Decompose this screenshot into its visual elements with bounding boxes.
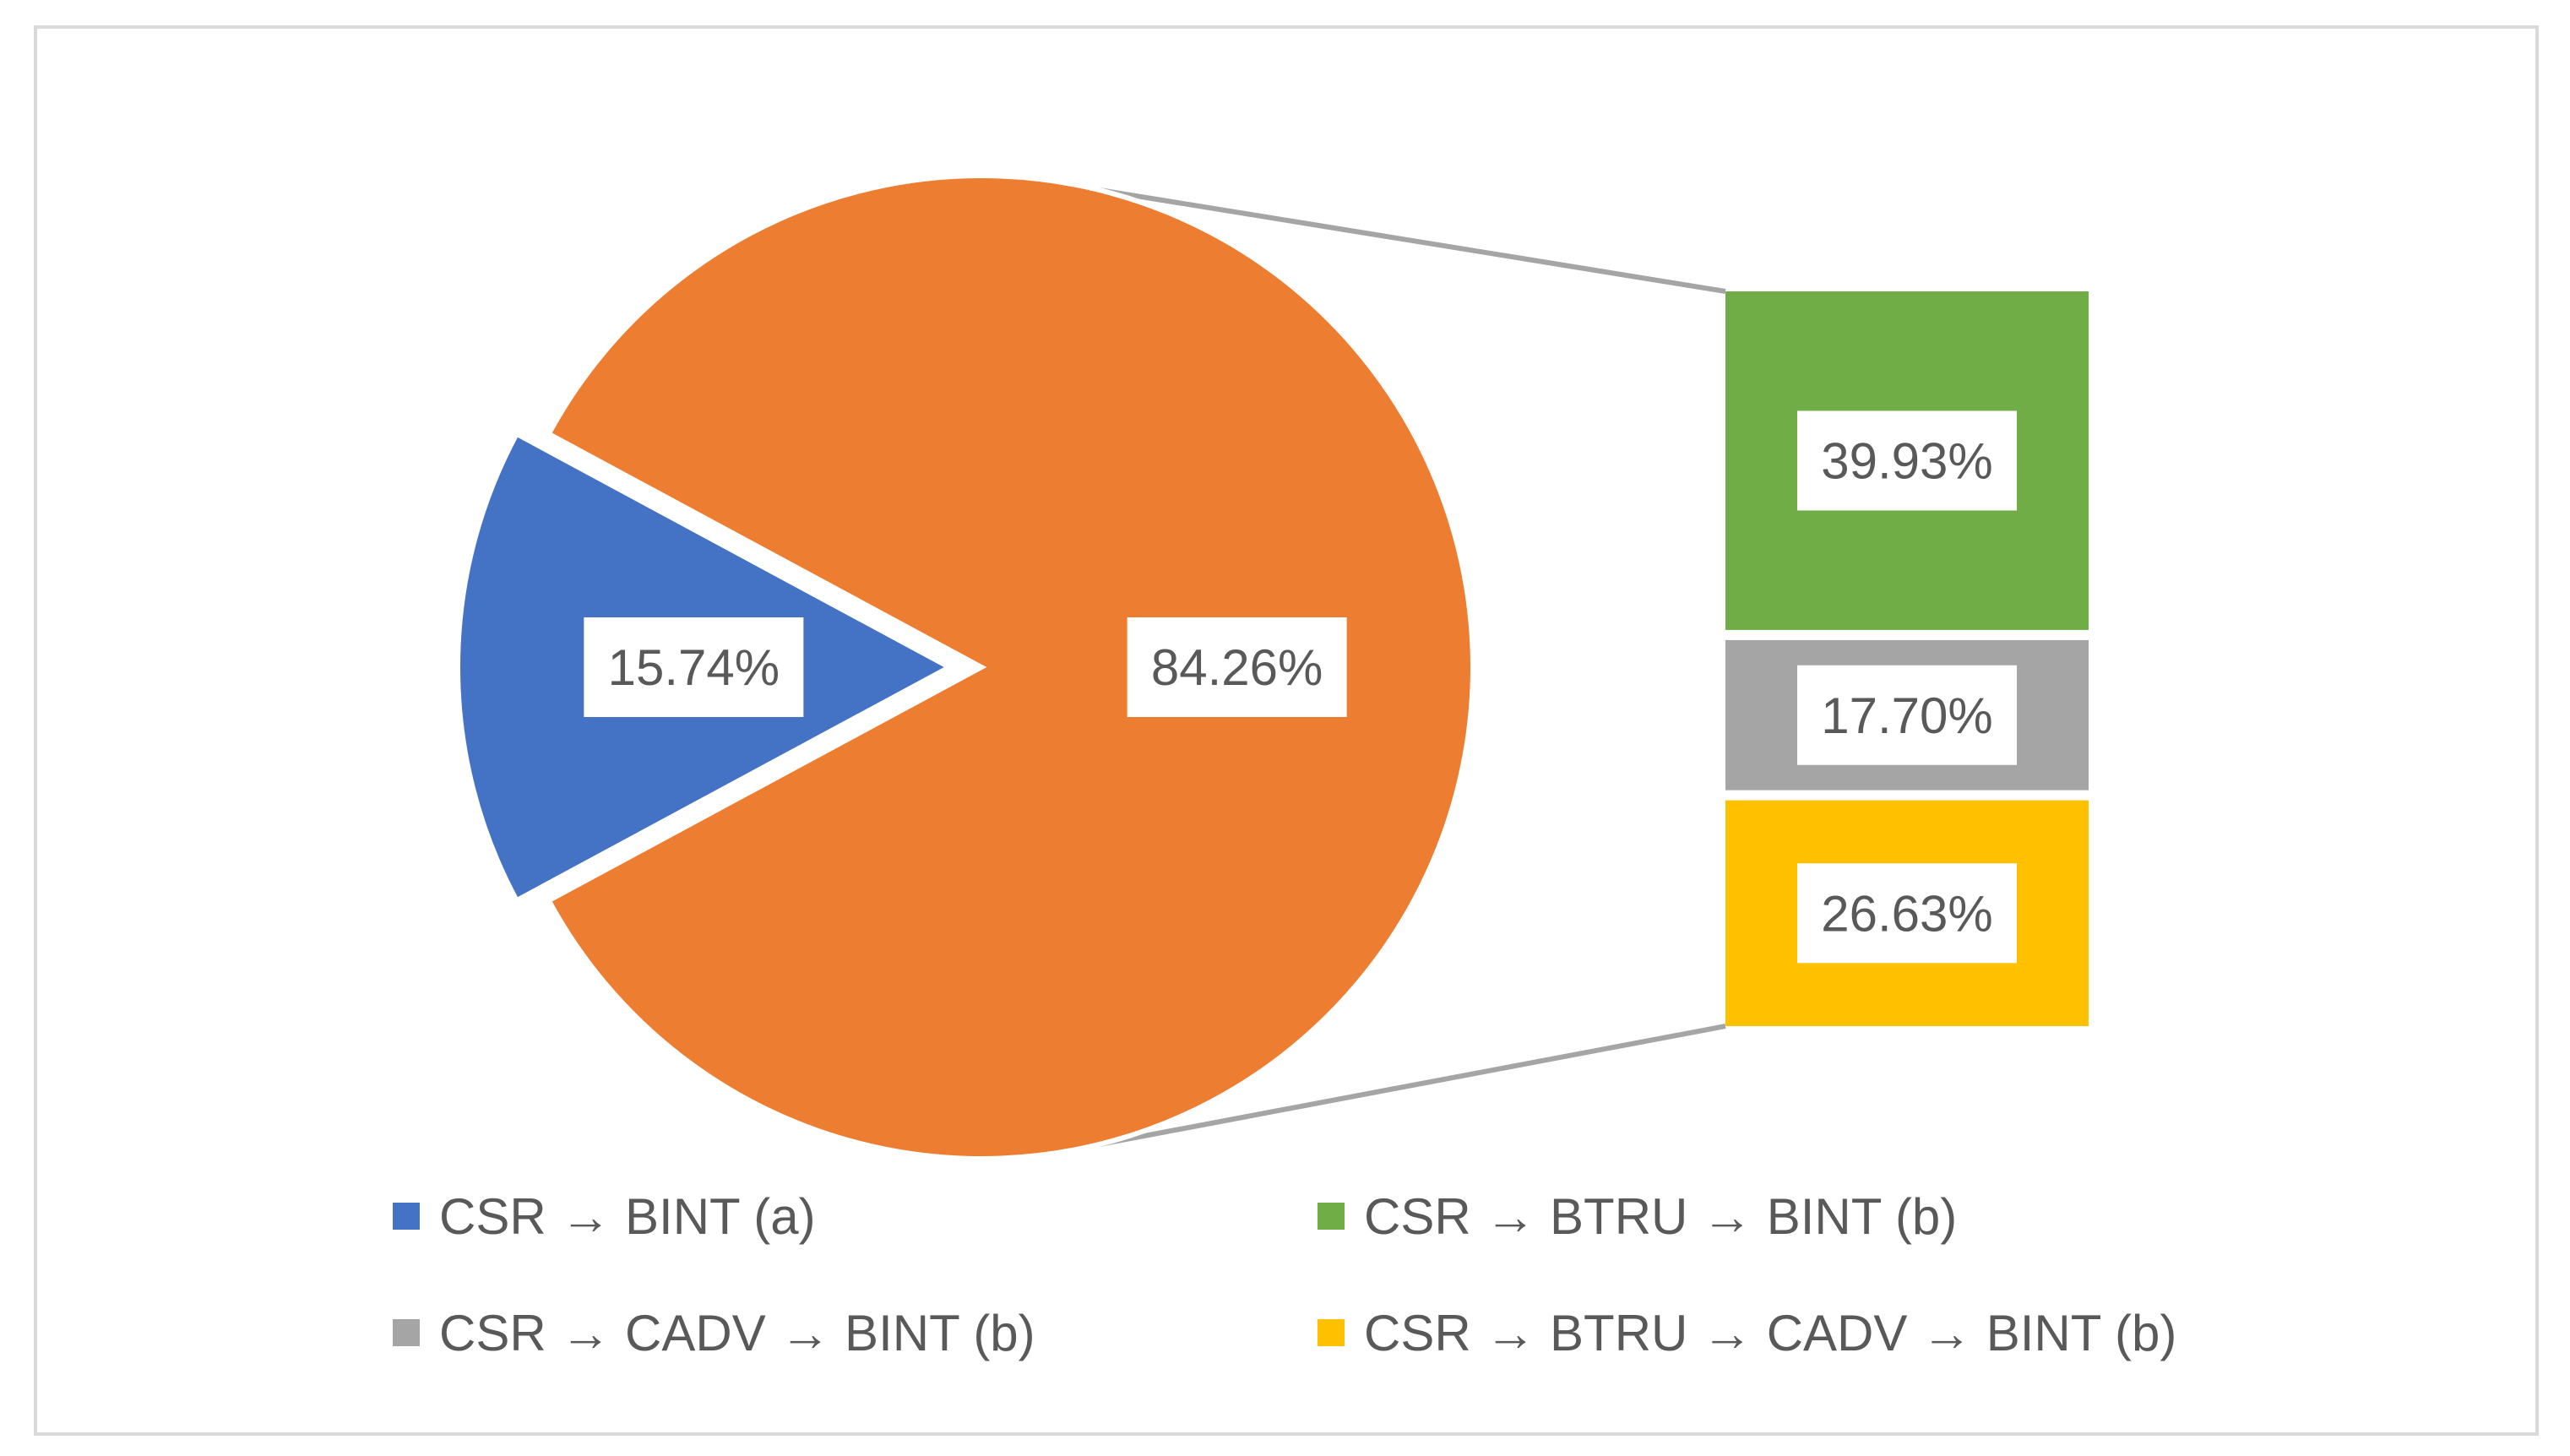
legend-label: CSR → BTRU → BINT (b) xyxy=(1364,1188,1957,1245)
legend-label: CSR → BTRU → CADV → BINT (b) xyxy=(1364,1305,2176,1361)
pie-slice-other-b xyxy=(545,173,1475,1161)
data-label-bint-a-group: 15.74% xyxy=(584,617,804,717)
legend-item-cadv-bint: CSR → CADV → BINT (b) xyxy=(393,1305,1035,1361)
data-label-btru-bint-group: 39.93% xyxy=(1797,410,2017,511)
data-label-btru-bint-box xyxy=(1797,410,2017,511)
legend-label: CSR → CADV → BINT (b) xyxy=(439,1305,1035,1361)
data-label-cadv-bint-box xyxy=(1797,665,2017,765)
connector-line-top xyxy=(1098,187,1726,294)
data-label-other-b-box xyxy=(1127,617,1347,717)
connector-line-bottom xyxy=(1098,1024,1726,1148)
data-label-btru-cadv-bint-group: 26.63% xyxy=(1797,863,2017,964)
data-label-btru-cadv-bint: 26.63% xyxy=(1821,885,1993,942)
data-labels: 15.74% 84.26% 39.93% 17.70% 26.63% xyxy=(584,410,2017,964)
legend-label: CSR → BINT (a) xyxy=(439,1188,816,1245)
legend-item-btru-cadv-bint: CSR → BTRU → CADV → BINT (b) xyxy=(1318,1305,2176,1361)
legend-swatch xyxy=(393,1319,420,1346)
data-label-other-b-group: 84.26% xyxy=(1127,617,1347,717)
connector-lines xyxy=(1098,187,1726,1148)
data-label-bint-a: 15.74% xyxy=(608,639,780,696)
data-label-btru-bint: 39.93% xyxy=(1821,432,1993,489)
legend-item-bint-a: CSR → BINT (a) xyxy=(393,1188,816,1245)
legend-swatch xyxy=(1318,1319,1345,1346)
data-label-bint-a-box xyxy=(584,617,804,717)
legend-swatch xyxy=(393,1203,420,1230)
legend: CSR → BINT (a) CSR → BTRU → BINT (b) CSR →… xyxy=(393,1188,2176,1361)
legend-item-btru-bint: CSR → BTRU → BINT (b) xyxy=(1318,1188,1957,1245)
data-label-btru-cadv-bint-box xyxy=(1797,863,2017,964)
data-label-other-b: 84.26% xyxy=(1151,639,1323,696)
data-label-cadv-bint: 17.70% xyxy=(1821,687,1993,744)
data-label-cadv-bint-group: 17.70% xyxy=(1797,665,2017,765)
legend-swatch xyxy=(1318,1203,1345,1230)
